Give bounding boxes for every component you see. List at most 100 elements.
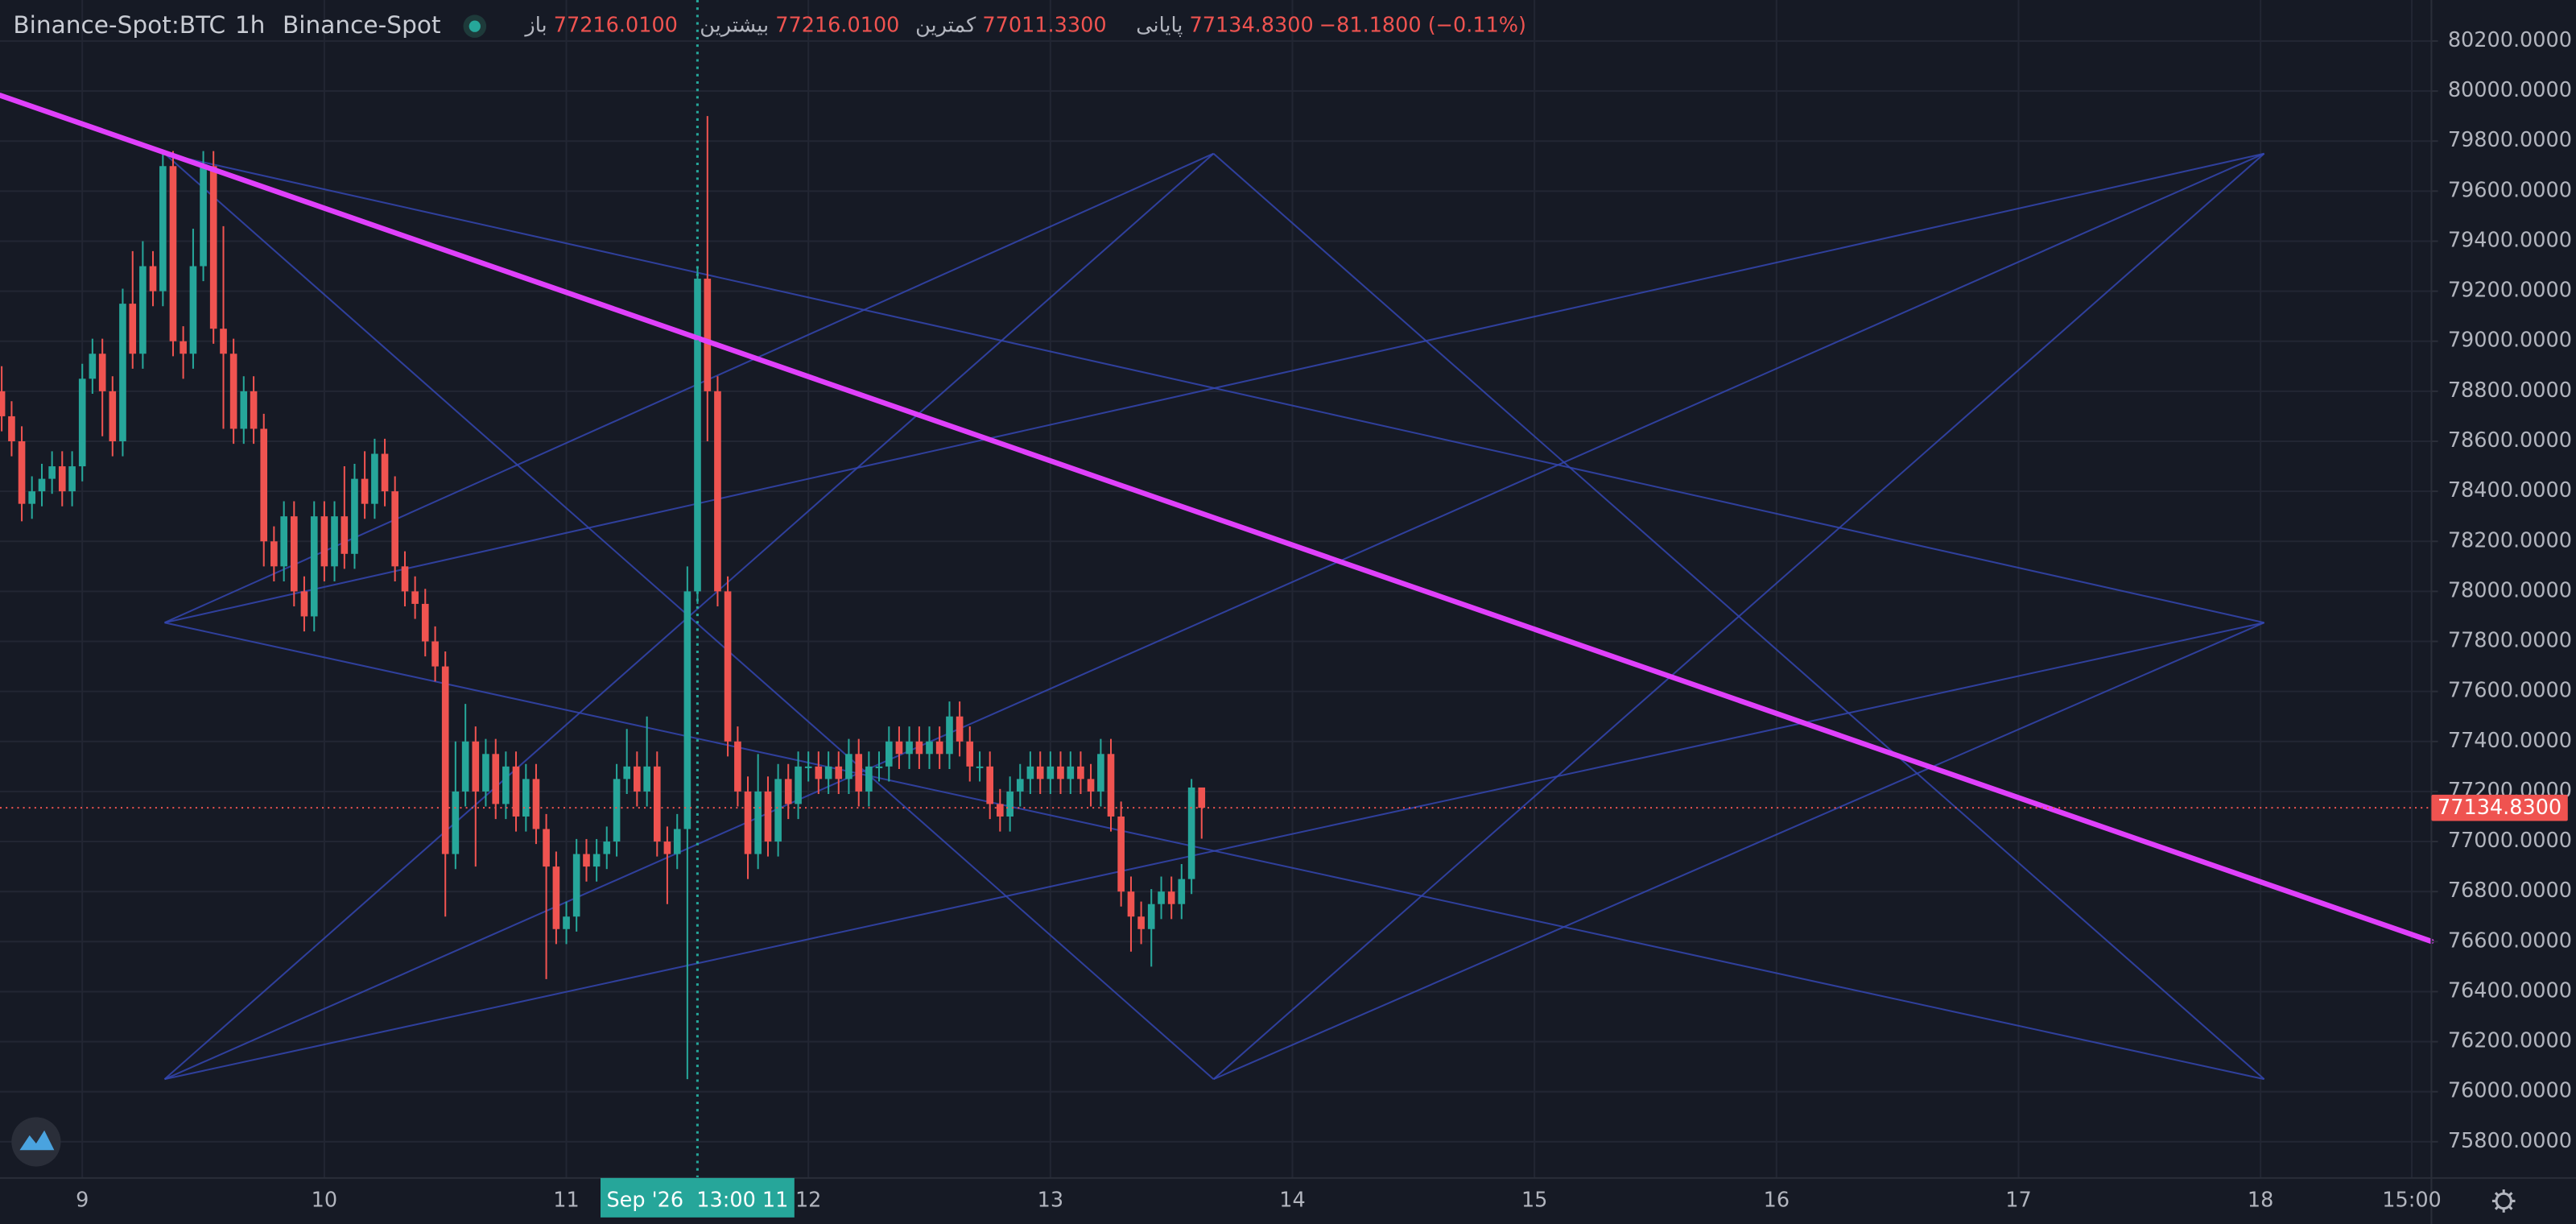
candle-body [250, 391, 258, 429]
candle-body [68, 466, 76, 492]
drawing-line [164, 152, 2264, 624]
candle-body [129, 304, 137, 354]
candle-body [98, 354, 106, 391]
legend-value: 77216.0100 [554, 14, 678, 38]
y-tick-label: 77600.0000 [2448, 679, 2572, 703]
candle-body [320, 516, 328, 567]
x-tick-label: 13 [1038, 1188, 1063, 1212]
logo-icon [19, 1130, 55, 1151]
axes: 75800.0000 76000.0000 76200.0000 76400.0000… [76, 28, 2572, 1218]
candle-body [189, 266, 197, 354]
y-tick-label: 76600.0000 [2448, 928, 2572, 953]
candle-body [0, 391, 6, 416]
candle-body [229, 354, 237, 429]
x-tick-label: 16 [1764, 1188, 1790, 1212]
candle-body [1097, 754, 1104, 792]
y-tick-label: 76400.0000 [2448, 978, 2572, 1003]
candle-body [492, 754, 500, 804]
candle-body [875, 766, 883, 768]
candle-body [835, 766, 843, 779]
candle-body [1187, 787, 1195, 879]
candle-body [1046, 766, 1055, 779]
candle-body [704, 279, 712, 391]
candle-body [673, 829, 681, 854]
candle-body [956, 716, 964, 742]
candle-body [724, 591, 732, 742]
candle-body [1087, 779, 1095, 792]
candle-body [563, 916, 570, 929]
y-tick-label: 78200.0000 [2448, 528, 2572, 552]
candle-body [502, 766, 510, 804]
candle-body [683, 591, 691, 829]
candle-body [522, 779, 530, 817]
drawings [163, 152, 2265, 1081]
candle-body [865, 766, 873, 792]
candle-body [623, 766, 631, 779]
candle-body [1198, 787, 1206, 808]
interval[interactable]: 1h [235, 11, 266, 39]
candle-body [1067, 766, 1075, 779]
candle-body [461, 741, 469, 792]
candle-body [915, 741, 923, 755]
gear-teeth [2491, 1189, 2516, 1213]
y-tick-label: 79000.0000 [2448, 329, 2572, 353]
candle-body [300, 591, 308, 617]
candle-body [603, 842, 611, 854]
candle-body [1107, 754, 1115, 817]
y-tick-label: 75800.0000 [2448, 1129, 2572, 1153]
candle-body [1147, 904, 1155, 929]
candle-body [472, 741, 480, 792]
candle-body [452, 791, 460, 854]
candle-body [653, 766, 661, 842]
candle-body [795, 766, 802, 804]
logo[interactable] [11, 1117, 61, 1167]
drawing-line [164, 622, 2264, 1081]
y-tick-label: 78000.0000 [2448, 578, 2572, 602]
candle-body [48, 466, 56, 479]
x-tick-label: 11 [553, 1188, 579, 1212]
candle-body [784, 779, 792, 804]
candle-body [8, 416, 15, 441]
candle-body [1127, 891, 1135, 917]
x-tick-label: 14 [1279, 1188, 1305, 1212]
y-tick-label: 77000.0000 [2448, 829, 2572, 853]
candle-body [552, 866, 560, 929]
overlays [0, 0, 2434, 1178]
candle-body [411, 591, 419, 604]
candle-body [1077, 766, 1084, 779]
ohlc-legend: باز 77216.0100 بیشترین 77216.0100 کمترین 7701… [523, 14, 1313, 38]
trendline [0, 93, 2434, 945]
y-tick-label: 78400.0000 [2448, 478, 2572, 502]
candle-body [209, 166, 217, 329]
candle-body [613, 779, 621, 842]
candle-body [824, 766, 832, 779]
candle-body [1167, 891, 1175, 904]
candle-body [946, 716, 953, 755]
y-tick-label: 76800.0000 [2448, 879, 2572, 903]
candle-body [482, 754, 489, 792]
drawing-line [164, 152, 2265, 1081]
candle-body [926, 741, 933, 755]
x-tick-label: 9 [76, 1188, 89, 1212]
candle-body [58, 466, 66, 492]
logo-circle[interactable] [11, 1117, 61, 1167]
candle-body [401, 566, 409, 592]
candle-body [976, 766, 984, 768]
candle-body [935, 741, 943, 755]
x-tick-label: 12 [795, 1188, 821, 1212]
candle-body [997, 804, 1004, 817]
candle-body [906, 741, 913, 755]
candle-body [1026, 766, 1034, 779]
candle-body [512, 766, 520, 817]
settings[interactable] [2491, 1189, 2516, 1213]
x-tick-label: 15 [1521, 1188, 1547, 1212]
y-tick-label: 76000.0000 [2448, 1079, 2572, 1103]
candle-body [280, 516, 287, 567]
x-tick-label: 18 [2248, 1188, 2273, 1212]
candle-body [532, 779, 540, 829]
gear-icon[interactable] [2495, 1192, 2512, 1210]
symbol[interactable]: Binance-Spot:BTC [13, 11, 225, 39]
candle-body [431, 641, 439, 667]
